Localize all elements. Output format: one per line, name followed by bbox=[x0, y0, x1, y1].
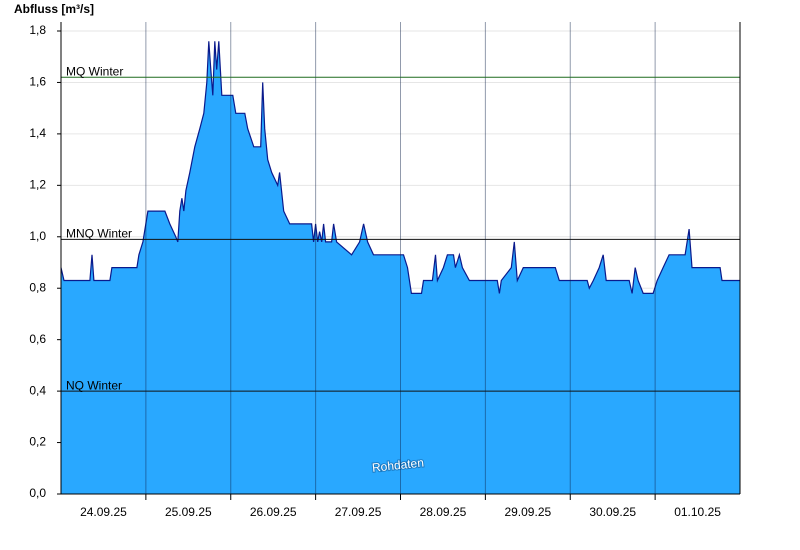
reference-label: MQ Winter bbox=[66, 64, 123, 78]
x-tick-label: 24.09.25 bbox=[80, 505, 127, 519]
y-tick-label: 0,6 bbox=[29, 332, 46, 346]
y-tick-label: 0,8 bbox=[29, 280, 46, 294]
y-tick-label: 0,4 bbox=[29, 383, 46, 397]
y-tick-label: 1,6 bbox=[29, 75, 46, 89]
reference-label: MNQ Winter bbox=[66, 227, 132, 241]
x-tick-label: 29.09.25 bbox=[504, 505, 551, 519]
line bbox=[60, 41, 740, 294]
y-tick-label: 0,0 bbox=[29, 486, 46, 500]
y-tick-label: 0,2 bbox=[29, 435, 46, 449]
watermark: Rohdaten bbox=[371, 455, 424, 474]
x-tick-label: 25.09.25 bbox=[165, 505, 212, 519]
x-tick-label: 27.09.25 bbox=[335, 505, 382, 519]
x-tick-label: 26.09.25 bbox=[250, 505, 297, 519]
y-tick-label: 1,8 bbox=[29, 23, 46, 37]
reference-label: NQ Winter bbox=[66, 378, 122, 392]
x-tick-label: 28.09.25 bbox=[420, 505, 467, 519]
x-tick-label: 30.09.25 bbox=[589, 505, 636, 519]
y-tick-label: 1,2 bbox=[29, 178, 46, 192]
y-tick-label: 1,4 bbox=[29, 126, 46, 140]
area bbox=[61, 41, 740, 495]
x-tick-label: 01.10.25 bbox=[674, 505, 721, 519]
y-tick-label: 1,0 bbox=[29, 229, 46, 243]
chart-title: Abfluss [m³/s] bbox=[14, 2, 94, 16]
